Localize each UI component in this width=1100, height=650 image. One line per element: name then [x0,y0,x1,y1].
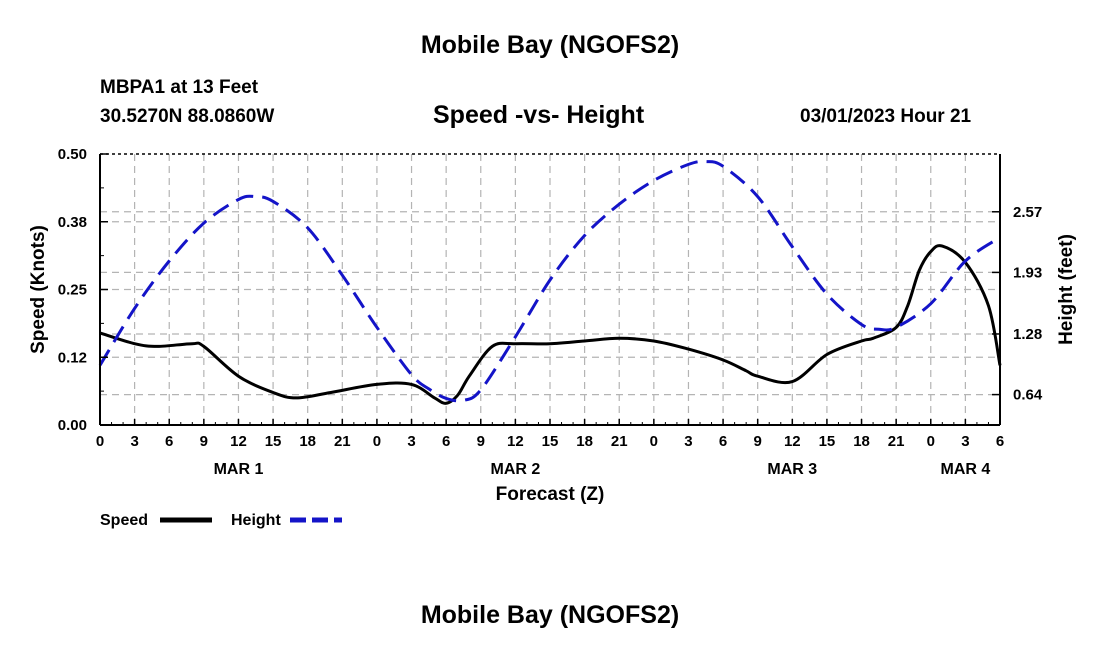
x-tick-label: 18 [299,433,316,450]
x-tick-label: 0 [96,433,104,450]
series-layer [98,159,1002,405]
date-label: MAR 4 [940,461,990,478]
date-label: MAR 1 [214,461,264,478]
height-series-line [98,159,1001,403]
x-tick-label: 21 [334,433,351,450]
x-tick-label: 21 [888,433,905,450]
y-tick-label-left: 0.50 [58,146,87,163]
x-tick-label: 12 [230,433,247,450]
x-tick-label: 6 [165,433,173,450]
speed-series-line [99,244,1002,405]
y-tick-label-left: 0.25 [58,282,87,299]
forecast-datetime: 03/01/2023 Hour 21 [800,106,972,127]
x-tick-label: 6 [996,433,1004,450]
chart-title: Mobile Bay (NGOFS2) [420,31,680,59]
x-tick-label: 3 [130,433,138,450]
x-tick-label: 3 [961,433,969,450]
x-tick-label: 9 [477,433,485,450]
x-tick-label: 12 [507,433,524,450]
date-label: MAR 3 [767,461,817,478]
legend: Speed Height [100,512,342,529]
x-tick-label: 3 [684,433,692,450]
bottom-title: Mobile Bay (NGOFS2) [420,601,680,629]
y-tick-label-left: 0.38 [58,214,87,231]
legend-label-height: Height [231,512,281,529]
axis-labels: 0 3 6 9 12 15 18 21 0 3 6 9 12 15 18 21 0 3 6 9 12 15 18 21 0 3 6M… [28,146,1077,505]
y-tick-label-left: 0.00 [58,417,87,434]
y-axis-title-right: Height (feet) [1056,234,1077,345]
y-tick-label-right: 2.57 [1013,204,1042,221]
y-tick-label-right: 0.64 [1013,387,1043,404]
date-label: MAR 2 [490,461,540,478]
y-tick-label-right: 1.93 [1013,264,1042,281]
x-tick-label: 6 [719,433,727,450]
axes [99,153,1001,426]
x-tick-label: 6 [442,433,450,450]
x-tick-label: 15 [265,433,282,450]
x-tick-label: 18 [576,433,593,450]
x-tick-label: 0 [650,433,658,450]
x-tick-label: 9 [200,433,208,450]
y-tick-label-left: 0.12 [58,349,87,366]
x-tick-label: 12 [784,433,801,450]
x-axis-title: Forecast (Z) [496,484,605,505]
x-tick-label: 15 [819,433,836,450]
x-tick-label: 15 [542,433,559,450]
x-tick-label: 21 [611,433,628,450]
station-label: MBPA1 at 13 Feet [100,77,259,98]
station-coordinates: 30.5270N 88.0860W [100,106,275,127]
x-tick-label: 0 [373,433,381,450]
y-axis-title-left: Speed (Knots) [28,225,49,354]
x-tick-label: 3 [407,433,415,450]
grid [100,154,1000,425]
y-tick-label-right: 1.28 [1013,326,1042,343]
x-tick-label: 9 [754,433,762,450]
x-tick-label: 18 [853,433,870,450]
chart-subtitle: Speed -vs- Height [433,101,645,129]
x-tick-label: 0 [927,433,935,450]
legend-label-speed: Speed [100,512,148,529]
